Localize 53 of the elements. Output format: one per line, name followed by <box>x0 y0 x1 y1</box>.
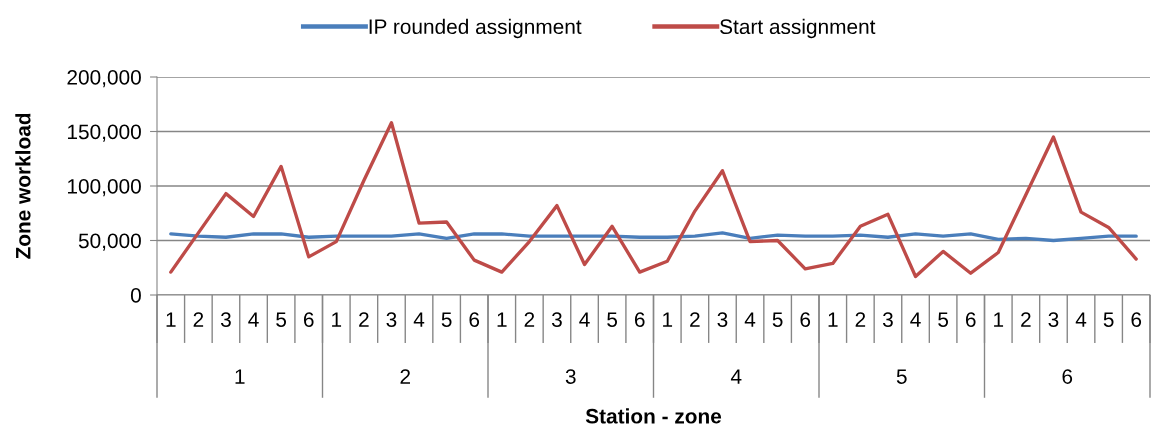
x-tick-label: 2 <box>524 312 535 327</box>
x-tick-label: 2 <box>690 312 700 327</box>
x-tick-label: 1 <box>994 312 1004 327</box>
y-tick-label: 200,000 <box>67 70 141 88</box>
x-tick-label: 6 <box>303 312 314 327</box>
x-tick-label: 6 <box>634 312 645 327</box>
x-tick-label: 3 <box>717 312 728 327</box>
x-tick-label: 3 <box>386 312 397 327</box>
line-series <box>169 231 1138 243</box>
y-tick-label: 100,000 <box>68 179 141 197</box>
x-tick-label: 4 <box>248 312 259 327</box>
x-tick-label: 3 <box>551 312 562 327</box>
x-tick-label: 1 <box>663 312 673 327</box>
text: 1 <box>235 369 245 384</box>
y-tick-label: 50,000 <box>78 233 141 251</box>
x-tick-label: 1 <box>166 312 176 327</box>
x-tick-label: 1 <box>828 312 838 327</box>
x-tick-label: 1 <box>332 312 342 327</box>
x-axis-title: Station - zone <box>585 408 722 424</box>
x-tick-label: 4 <box>413 312 425 327</box>
x-tick-label: 1 <box>497 312 507 327</box>
x-tick-label: 3 <box>882 312 893 327</box>
x-tick-label: 6 <box>469 312 480 327</box>
legend-label: Start assignment <box>720 18 876 39</box>
text: 2 <box>400 369 410 384</box>
x-tick-label: 6 <box>800 312 811 327</box>
x-tick-label: 4 <box>579 312 590 327</box>
x-tick-label: 5 <box>772 312 783 327</box>
x-tick-label: 3 <box>220 312 231 327</box>
y-tick-label: 0 <box>130 288 141 303</box>
y-tick-label: 150,000 <box>68 124 141 142</box>
x-tick-label: 3 <box>1048 312 1059 327</box>
x-tick-label: 2 <box>1021 312 1031 327</box>
x-tick-label: 4 <box>744 312 756 327</box>
text: 5 <box>896 369 907 384</box>
x-tick-label: 5 <box>441 312 452 327</box>
text: 6 <box>1062 369 1073 384</box>
x-tick-label: 6 <box>1131 312 1142 327</box>
text: 4 <box>730 369 742 384</box>
x-tick-label: 5 <box>1103 312 1114 327</box>
x-tick-label: 6 <box>965 312 976 327</box>
x-tick-label: 4 <box>910 312 921 327</box>
x-tick-label: 4 <box>1075 312 1087 327</box>
x-tick-label: 5 <box>938 312 949 327</box>
y-axis-title: Zone workload <box>15 113 31 259</box>
x-tick-label: 2 <box>855 312 866 327</box>
x-tick-label: 2 <box>193 312 204 327</box>
text: 3 <box>565 369 576 384</box>
x-tick-label: 5 <box>276 312 287 327</box>
x-tick-label: 2 <box>359 312 369 327</box>
legend-label: IP rounded assignment <box>369 18 582 39</box>
x-tick-label: 5 <box>607 312 618 327</box>
line-series <box>169 121 1138 279</box>
